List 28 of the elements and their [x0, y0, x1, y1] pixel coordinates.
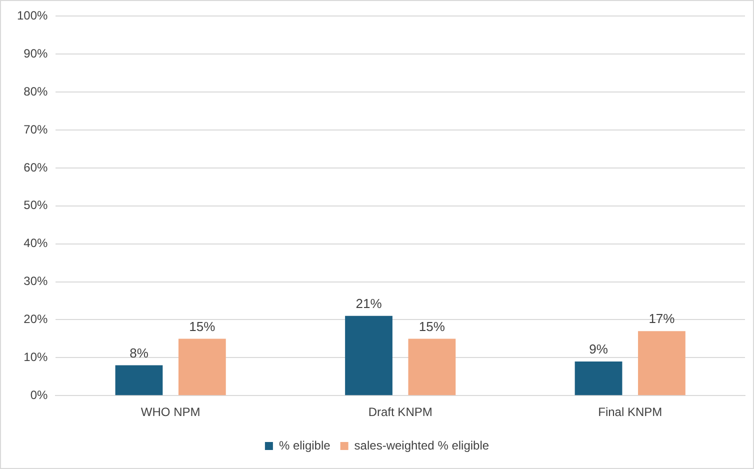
data-label: 17%: [648, 311, 676, 326]
x-tick-label: Draft KNPM: [368, 405, 432, 420]
y-tick-label: 40%: [24, 236, 48, 250]
y-tick-label: 90%: [24, 46, 48, 60]
y-tick-label: 100%: [16, 8, 48, 23]
y-tick-label: 30%: [24, 274, 48, 288]
data-label: 15%: [418, 318, 446, 334]
y-tick-label: 0%: [30, 388, 48, 402]
bar: [574, 361, 622, 396]
x-tick-label: Final KNPM: [598, 405, 662, 420]
data-label: 21%: [356, 296, 382, 312]
data-label: 8%: [130, 345, 149, 360]
data-label: 15%: [189, 318, 216, 334]
bar: [178, 338, 226, 396]
legend-label: sales-weighted % eligible: [354, 438, 490, 452]
y-tick-label: 20%: [24, 312, 48, 326]
y-tick-label: 10%: [24, 350, 48, 364]
y-tick-label: 60%: [24, 160, 48, 174]
y-tick-label: 80%: [24, 84, 48, 98]
bar: [638, 331, 686, 396]
y-tick-label: 50%: [24, 198, 48, 212]
data-label: 9%: [589, 342, 608, 357]
y-tick-label: 70%: [24, 122, 48, 136]
legend-label: % eligible: [278, 438, 331, 452]
bar: [115, 365, 163, 396]
x-tick-label: WHO NPM: [140, 405, 200, 420]
bar: [345, 316, 392, 396]
bar: [408, 338, 456, 396]
